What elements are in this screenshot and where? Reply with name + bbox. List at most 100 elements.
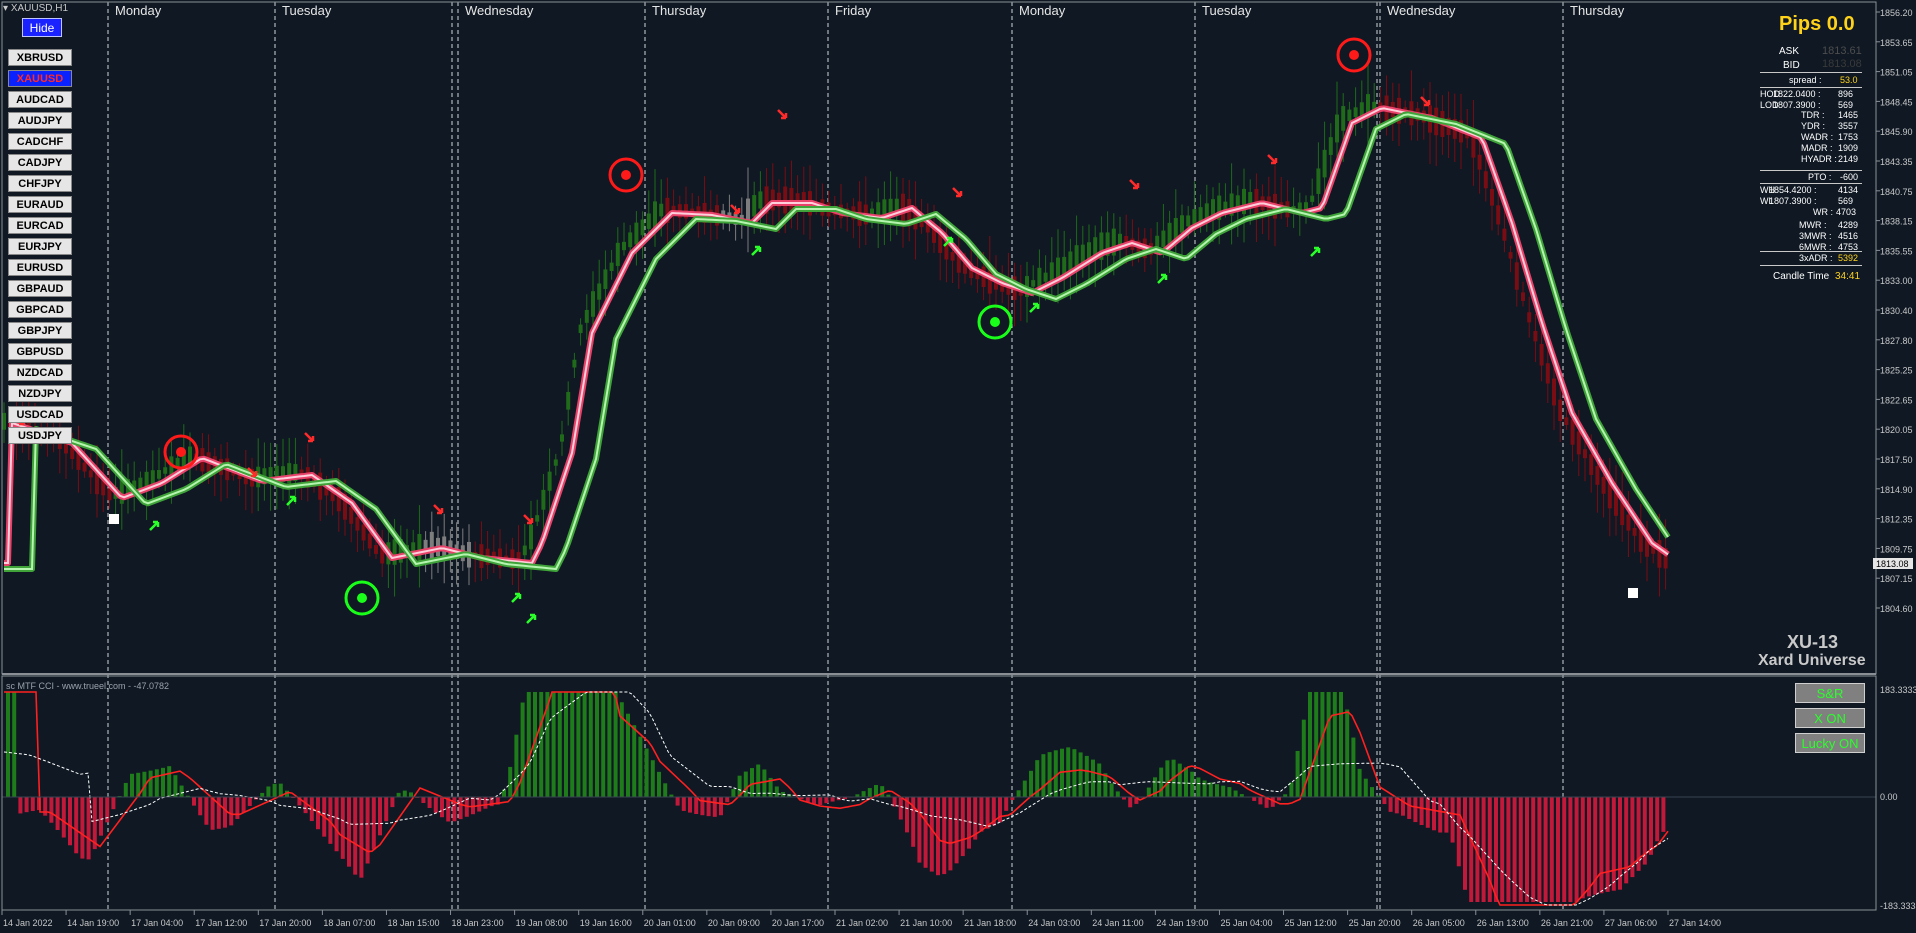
cci-bar [1202,780,1207,797]
cci-bar [1227,787,1232,797]
arrow-down-icon [304,432,315,443]
cci-bar [1469,797,1474,902]
symbol-button-eurjpy[interactable]: EURJPY [8,238,72,255]
arrow-down-icon [523,514,534,525]
symbol-button-eurcad[interactable]: EURCAD [8,217,72,234]
candle-body [1062,256,1067,276]
candle-body [1217,195,1222,220]
x-on-button[interactable]: X ON [1795,708,1865,728]
divider [1760,87,1862,88]
window-title: ▾ XAUUSD,H1 [3,3,68,14]
cci-bar [99,797,103,836]
cci-bar [1444,797,1449,833]
time-label: 18 Jan 23:00 [452,918,504,928]
cci-bar [105,797,110,823]
candle-body [925,223,930,233]
time-label: 27 Jan 14:00 [1669,918,1721,928]
cci-bar [1649,797,1653,855]
symbol-button-usdcad[interactable]: USDCAD [8,406,72,423]
adr-row-1: 5392 [1838,253,1859,263]
cci-bar [142,771,147,797]
candle-body [566,391,571,410]
symbol-button-nzdcad[interactable]: NZDCAD [8,364,72,381]
symbol-button-euraud[interactable]: EURAUD [8,196,72,213]
menu-triangle-icon[interactable]: ▾ [3,3,9,14]
cci-bar [1010,797,1015,801]
candle-body [101,479,106,496]
divider [1760,183,1862,184]
cci-bar [247,797,252,806]
candle-body [956,254,961,273]
symbol-button-gbpcad[interactable]: GBPCAD [8,301,72,318]
cci-bar [1128,797,1133,808]
candle-body [281,466,285,482]
candle-body [138,477,143,490]
cci-bar [669,794,674,797]
cci-bar [557,692,562,797]
symbol-button-xauusd[interactable]: XAUUSD [8,70,72,87]
symbol-button-gbpusd[interactable]: GBPUSD [8,343,72,360]
symbol-button-audjpy[interactable]: AUDJPY [8,112,72,129]
cci-bar [1605,797,1610,892]
current-price-box [1873,558,1913,569]
candle-body [411,542,416,555]
cci-bar [954,797,959,864]
hide-button[interactable]: Hide [22,18,62,37]
cci-bar [942,797,947,875]
symbol-button-xbrusd[interactable]: XBRUSD [8,49,72,66]
symbol-button-gbpjpy[interactable]: GBPJPY [8,322,72,339]
cci-bar [892,797,897,807]
cci-bar [551,692,556,797]
cci-bar [1004,797,1009,811]
symbol-button-cadchf[interactable]: CADCHF [8,133,72,150]
symbol-button-audcad[interactable]: AUDCAD [8,91,72,108]
cci-bar [1580,797,1585,899]
cci-bar [1177,763,1182,797]
cci-bar [706,797,711,817]
time-label: 17 Jan 04:00 [131,918,183,928]
symbol-button-nzdjpy[interactable]: NZDJPY [8,385,72,402]
arrow-up-icon [286,495,297,506]
candle-body [1068,251,1073,273]
cci-bar [446,797,451,822]
candle-body [1105,232,1110,256]
cci-bar [1314,692,1319,797]
candle-body [1651,545,1656,554]
candle-body [349,507,354,524]
candle-body [1353,107,1358,118]
lucky-on-button[interactable]: Lucky ON [1795,733,1865,753]
time-label: 25 Jan 12:00 [1285,918,1337,928]
cci-bar [192,797,196,806]
symbol-button-cadjpy[interactable]: CADJPY [8,154,72,171]
candle-body [1211,199,1215,220]
cci-bar [774,786,779,797]
price-label: 1817.50 [1880,455,1913,465]
cci-bar [1184,767,1188,797]
cci-bar [1221,785,1226,797]
symbol-button-chfjpy[interactable]: CHFJPY [8,175,72,192]
candle-body [597,283,602,300]
cci-bar [161,767,165,797]
divider [1760,251,1862,252]
candle-body [622,241,626,251]
time-label: 21 Jan 02:00 [836,918,888,928]
cci-bar [18,797,23,814]
cci-bar [681,797,686,811]
sr-button[interactable]: S&R [1795,683,1865,703]
cci-bar [756,764,761,797]
symbol-button-eurusd[interactable]: EURUSD [8,259,72,276]
candle-body [1161,230,1166,248]
cci-bar [1320,692,1325,797]
cci-bar [787,794,792,797]
arrow-up-icon [1157,273,1168,284]
symbol-button-usdjpy[interactable]: USDJPY [8,427,72,444]
cci-bar [359,797,364,878]
cci-bar [948,797,953,871]
symbol-button-gbpaud[interactable]: GBPAUD [8,280,72,297]
candle-body [1496,205,1501,225]
candle-time-value: 34:41 [1835,271,1861,282]
time-label: 24 Jan 03:00 [1028,918,1080,928]
wr-row-1: 4703 [1836,207,1857,217]
arrow-up-icon [511,592,522,603]
